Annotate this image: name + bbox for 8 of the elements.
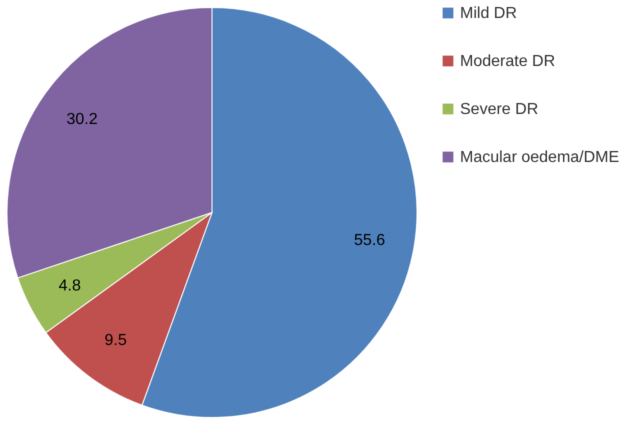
data-label: 4.8	[58, 278, 81, 295]
data-label: 55.6	[354, 232, 386, 250]
legend-label: Macular oedema/DME	[460, 149, 620, 166]
data-label: 30.2	[66, 111, 98, 128]
legend-label: Severe DR	[460, 101, 538, 118]
legend-label: Mild DR	[460, 5, 517, 22]
legend-label: Moderate DR	[460, 53, 556, 70]
data-label: 9.5	[104, 332, 127, 350]
